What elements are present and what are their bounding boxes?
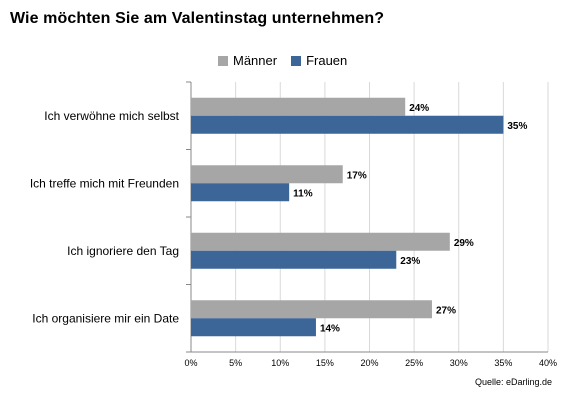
y-category-label: Ich ignoriere den Tag [67, 244, 179, 258]
y-category-label: Ich treffe mich mit Freunden [30, 176, 179, 190]
y-category-label: Ich organisiere mir ein Date [32, 311, 179, 325]
bar-men [191, 165, 343, 184]
x-tick-label: 30% [450, 358, 468, 368]
legend: Männer Frauen [218, 53, 347, 68]
bar-women [191, 318, 316, 337]
bar-women [191, 183, 290, 202]
x-tick-label: 35% [494, 358, 512, 368]
data-label: 23% [400, 256, 420, 267]
data-label: 29% [454, 238, 474, 249]
x-tick-label: 10% [271, 358, 289, 368]
x-tick-label: 5% [229, 358, 242, 368]
legend-swatch-women [291, 55, 302, 66]
bar-women [191, 115, 504, 134]
x-tick-label: 0% [184, 358, 197, 368]
legend-label-men: Männer [233, 53, 278, 68]
legend-item-men: Männer [218, 53, 277, 68]
bar-men [191, 232, 450, 251]
data-label: 17% [347, 170, 367, 181]
bar-men [191, 300, 432, 319]
source-note: Quelle: eDarling.de [474, 377, 552, 387]
data-label: 24% [409, 103, 429, 114]
bar-women [191, 250, 397, 269]
data-label: 14% [320, 323, 340, 334]
data-label: 35% [507, 121, 527, 132]
y-category-label: Ich verwöhne mich selbst [44, 109, 179, 123]
data-label: 27% [436, 305, 456, 316]
data-label: 11% [293, 188, 313, 199]
legend-swatch-men [218, 55, 228, 66]
legend-item-women: Frauen [291, 53, 347, 68]
x-tick-label: 25% [405, 358, 423, 368]
legend-label-women: Frauen [306, 53, 348, 68]
chart-title: Wie möchten Sie am Valentinstag unterneh… [10, 10, 385, 27]
x-tick-label: 20% [360, 358, 378, 368]
x-tick-label: 15% [316, 358, 334, 368]
x-tick-label: 40% [539, 358, 557, 368]
bar-men [191, 97, 406, 116]
